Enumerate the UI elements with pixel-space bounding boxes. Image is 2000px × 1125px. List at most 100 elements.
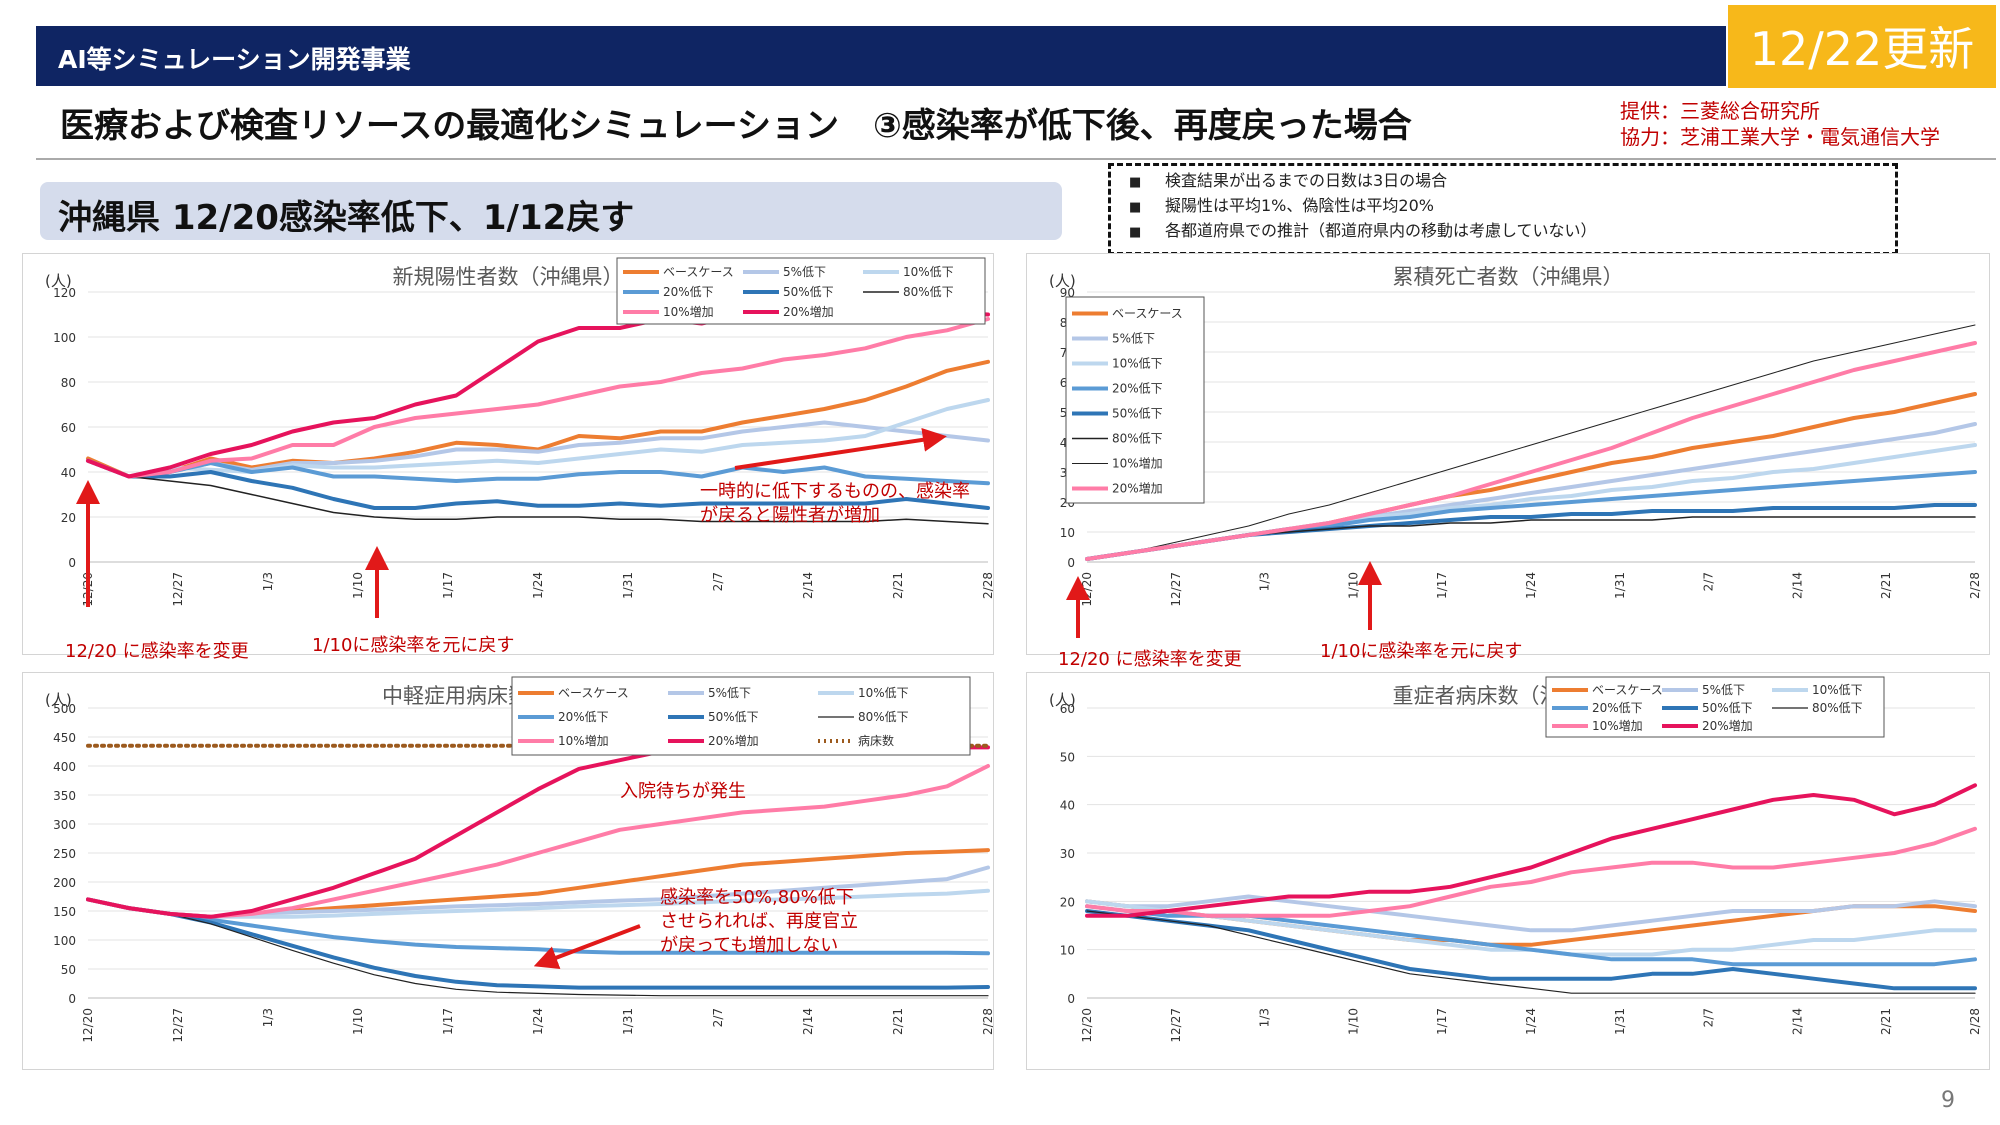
legend-label: 20%低下 [663, 285, 714, 299]
y-axis-label: (人) [45, 272, 72, 290]
legend-label: 10%増加 [663, 305, 714, 319]
legend-label: 20%増加 [1112, 482, 1163, 496]
page-number: 9 [1941, 1088, 1955, 1113]
x-tick-label: 1/31 [1613, 1008, 1627, 1035]
y-tick-label: 50 [1060, 750, 1075, 764]
x-tick-label: 1/24 [531, 572, 545, 599]
x-tick-label: 1/10 [1346, 1008, 1360, 1035]
x-tick-label: 1/31 [621, 572, 635, 599]
x-tick-label: 12/27 [171, 1008, 185, 1043]
x-tick-label: 2/28 [981, 1008, 993, 1035]
y-tick-label: 0 [68, 992, 76, 1006]
x-tick-label: 1/3 [261, 572, 275, 591]
series-line [1085, 826, 1977, 918]
annotation-reset-left: 1/10に感染率を元に戻す [312, 635, 515, 656]
chart-panel-new-positives: 新規陽性者数（沖縄県） (人) 0 20 40 60 80 100 120 12/20 12/27 1… [22, 253, 994, 655]
annotation-change-date-right: 12/20 に感染率を変更 [1058, 649, 1242, 670]
assumption-notes: ■ 検査結果が出るまでの日数は3日の場合 ■ 擬陽性は平均1%、偽陰性は平均20% … [1108, 163, 1898, 255]
legend-label: ベースケース [1112, 307, 1183, 321]
y-axis-label: (人) [1049, 272, 1076, 290]
x-tick-label: 12/20 [1080, 572, 1094, 607]
series-line [1085, 894, 1977, 933]
x-tick-label: 2/21 [891, 1008, 905, 1035]
x-tick-label: 2/7 [1702, 572, 1716, 591]
subtitle-box: 沖縄県 12/20感染率低下、1/12戻す [40, 182, 1062, 240]
y-tick-label: 100 [53, 934, 76, 948]
legend-box [1065, 296, 1205, 504]
note-item: ■ 擬陽性は平均1%、偽陰性は平均20% [1129, 194, 1895, 219]
x-tick-label: 1/24 [1524, 572, 1538, 599]
x-tick-label: 1/3 [1258, 572, 1272, 591]
y-tick-label: 250 [53, 847, 76, 861]
x-tick-label: 2/28 [981, 572, 993, 599]
y-tick-label: 80 [61, 376, 76, 390]
legend-label: 10%低下 [1112, 357, 1163, 371]
x-tick-label: 1/24 [531, 1008, 545, 1035]
x-tick-label: 1/17 [1435, 1008, 1449, 1035]
page-title: 医療および検査リソースの最適化シミュレーション ③感染率が低下後、再度戻った場合 [60, 106, 1412, 146]
legend-label: 80%低下 [903, 285, 954, 299]
x-tick-label: 2/21 [1879, 572, 1893, 599]
legend-box [1545, 676, 1885, 738]
y-tick-label: 30 [1060, 847, 1075, 861]
legend-label: 10%増加 [1592, 719, 1643, 733]
y-tick-label: 200 [53, 876, 76, 890]
y-tick-label: 20 [61, 511, 76, 525]
series-line [1085, 341, 1977, 561]
series-line [1085, 783, 1977, 918]
y-tick-label: 500 [53, 702, 76, 716]
series-line [86, 458, 990, 510]
program-banner: AI等シミュレーション開発事業 [36, 26, 1726, 86]
provider-line-2: 協力：芝浦工業大学・電気通信大学 [1620, 125, 1940, 149]
x-tick-label: 2/28 [1968, 1008, 1982, 1035]
annotation-reset-right: 1/10に感染率を元に戻す [1320, 641, 1523, 662]
y-tick-label: 40 [61, 466, 76, 480]
legend-label: 20%低下 [558, 710, 609, 724]
legend-label: 20%増加 [1702, 719, 1753, 733]
annotation-reduction-effect: 感染率を50%,80%低下させられれば、再度官立が戻っても増加しない [660, 887, 858, 956]
provider-line-1: 提供：三菱総合研究所 [1620, 99, 1820, 123]
series-line [1085, 392, 1977, 561]
program-title: AI等シミュレーション開発事業 [58, 45, 411, 74]
y-tick-label: 10 [1060, 944, 1075, 958]
square-bullet-icon: ■ [1129, 200, 1142, 215]
y-axis-label: (人) [1049, 691, 1076, 709]
y-tick-label: 0 [1067, 992, 1075, 1006]
legend-label: 20%増加 [783, 305, 834, 319]
series-line [86, 359, 990, 479]
annotation-callout-rebound: 一時的に低下するものの、感染率が戻ると陽性者が増加 [700, 481, 970, 526]
x-tick-label: 12/20 [1080, 1008, 1094, 1043]
y-tick-label: 120 [53, 286, 76, 300]
legend-label: 50%低下 [708, 710, 759, 724]
legend-label: 10%低下 [903, 265, 954, 279]
legend-label: 10%増加 [558, 734, 609, 748]
y-tick-label: 40 [1060, 799, 1075, 813]
note-text: 検査結果が出るまでの日数は3日の場合 [1165, 171, 1448, 190]
legend-label: 10%低下 [1812, 683, 1863, 697]
x-tick-label: 12/20 [81, 572, 95, 607]
x-tick-label: 1/31 [1613, 572, 1627, 599]
series-line [87, 460, 989, 525]
x-tick-label: 1/10 [351, 1008, 365, 1035]
legend-label: 50%低下 [1702, 701, 1753, 715]
y-tick-label: 400 [53, 760, 76, 774]
x-tick-label: 1/3 [261, 1008, 275, 1027]
legend-label: 病床数 [858, 733, 894, 748]
y-tick-label: 0 [1067, 556, 1075, 570]
y-tick-label: 300 [53, 818, 76, 832]
x-tick-label: 2/21 [891, 572, 905, 599]
y-tick-label: 350 [53, 789, 76, 803]
x-tick-label: 2/7 [1702, 1008, 1716, 1027]
chart-panel-cumulative-deaths: 累積死亡者数（沖縄県）(人)010203040506070809012/2012… [1026, 253, 1990, 655]
x-tick-label: 1/17 [441, 572, 455, 599]
legend-label: 10%増加 [1112, 457, 1163, 471]
legend-box [616, 257, 986, 325]
y-tick-label: 60 [1060, 702, 1075, 716]
chart-title: 累積死亡者数（沖縄県） [1393, 265, 1624, 289]
x-tick-label: 12/27 [1169, 572, 1183, 607]
title-divider [36, 158, 1996, 160]
x-tick-label: 12/27 [171, 572, 185, 607]
legend-label: 10%低下 [858, 686, 909, 700]
x-tick-label: 1/31 [621, 1008, 635, 1035]
